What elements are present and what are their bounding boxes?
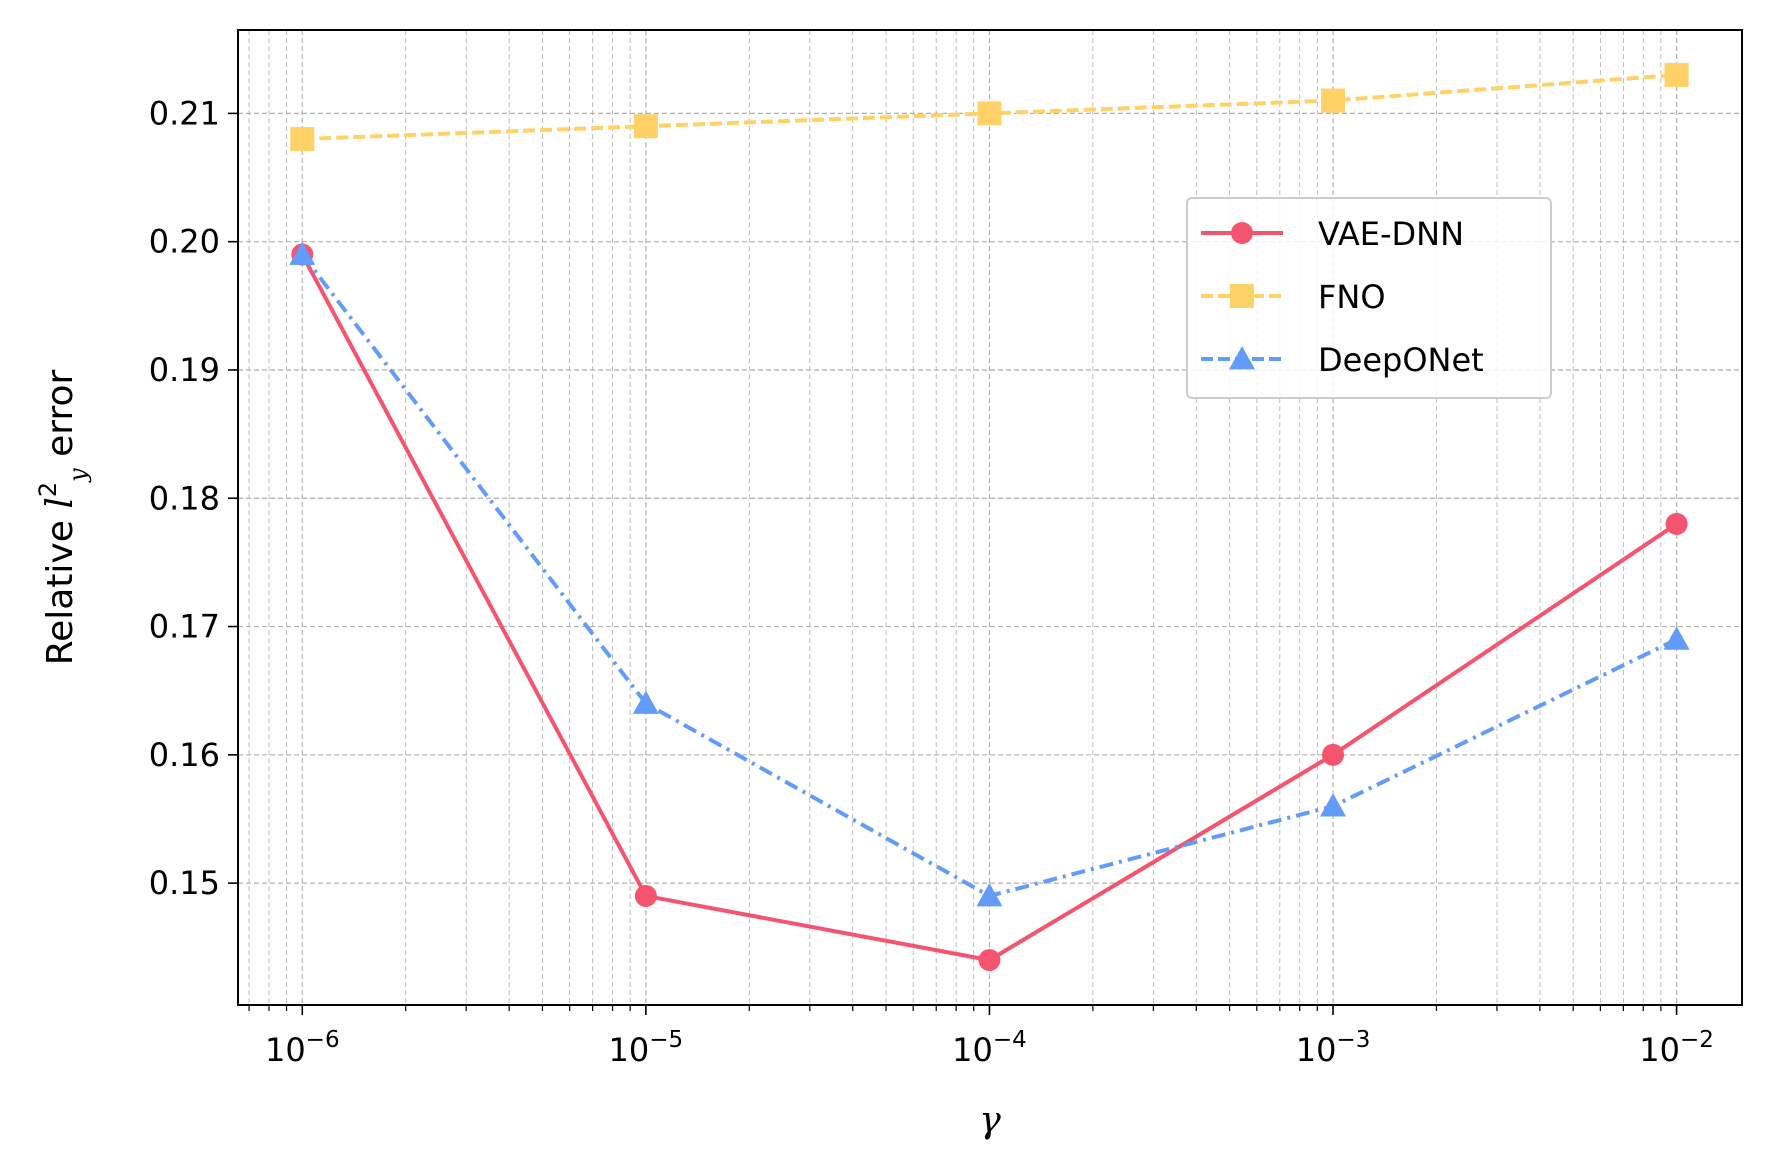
deeponet-marker <box>1663 626 1690 650</box>
x-tick-base: 10 <box>1639 1031 1680 1069</box>
series-deeponet <box>289 241 1690 907</box>
x-tick-label: 10−2 <box>1639 1027 1714 1069</box>
fno-marker <box>290 127 315 152</box>
deeponet-marker <box>632 690 659 714</box>
legend-deeponet-label: DeepONet <box>1318 341 1484 379</box>
vae-dnn-marker <box>1665 512 1688 535</box>
y-tick-label: 0.17 <box>149 608 220 646</box>
legend-vae-dnn-marker <box>1231 222 1253 244</box>
series-fno <box>290 62 1689 152</box>
y-tick-label: 0.19 <box>149 351 220 389</box>
fno-marker <box>977 101 1002 126</box>
legend: VAE-DNN FNO DeepONet <box>1186 197 1552 399</box>
x-tick-exponent: −6 <box>306 1027 340 1053</box>
x-tick-base: 10 <box>609 1031 650 1069</box>
y-tick-label: 0.16 <box>149 736 220 774</box>
x-tick-label: 10−5 <box>609 1027 684 1069</box>
x-tick-exponent: −3 <box>1336 1027 1370 1053</box>
x-axis-label: γ <box>979 1100 1001 1141</box>
y-axis-label-prefix: Relative <box>40 509 81 666</box>
fno-marker <box>633 114 658 139</box>
grid-lines <box>238 30 1742 1005</box>
fno-marker <box>1321 88 1346 113</box>
vae-dnn-marker <box>1322 743 1345 766</box>
axis-ticks <box>228 112 1678 1015</box>
y-tick-label: 0.15 <box>149 864 220 902</box>
deeponet-marker <box>1320 793 1347 817</box>
y-axis-label-subscript: y <box>64 468 92 483</box>
y-axis-label-suffix: error <box>40 370 81 469</box>
x-tick-base: 10 <box>952 1031 993 1069</box>
y-tick-label: 0.18 <box>149 479 220 517</box>
x-tick-label: 10−6 <box>265 1027 340 1069</box>
legend-fno-label: FNO <box>1318 278 1386 316</box>
y-axis-label-superscript: 2 <box>34 482 62 497</box>
fno-marker <box>1664 62 1689 87</box>
legend-vae-dnn-label: VAE-DNN <box>1318 215 1464 253</box>
legend-frame <box>1186 197 1552 399</box>
x-tick-label: 10−4 <box>952 1027 1027 1069</box>
x-tick-exponent: −2 <box>1680 1027 1714 1053</box>
y-tick-label: 0.20 <box>149 223 220 261</box>
legend-fno-marker <box>1230 284 1254 308</box>
x-tick-exponent: −4 <box>993 1027 1027 1053</box>
y-axis-label: Relative l2y error <box>34 370 92 666</box>
y-tick-label: 0.21 <box>149 94 220 132</box>
legend-deeponet-marker <box>1229 346 1255 370</box>
y-axis-label-symbol: l <box>40 497 81 509</box>
x-tick-exponent: −5 <box>649 1027 683 1053</box>
x-tick-label: 10−3 <box>1296 1027 1371 1069</box>
x-tick-base: 10 <box>1296 1031 1337 1069</box>
series-layer <box>289 62 1690 972</box>
vae-dnn-marker <box>634 884 657 907</box>
deeponet-marker <box>976 882 1003 907</box>
vae-dnn-marker <box>978 949 1001 972</box>
deeponet-marker <box>289 241 316 265</box>
x-tick-base: 10 <box>265 1031 306 1069</box>
